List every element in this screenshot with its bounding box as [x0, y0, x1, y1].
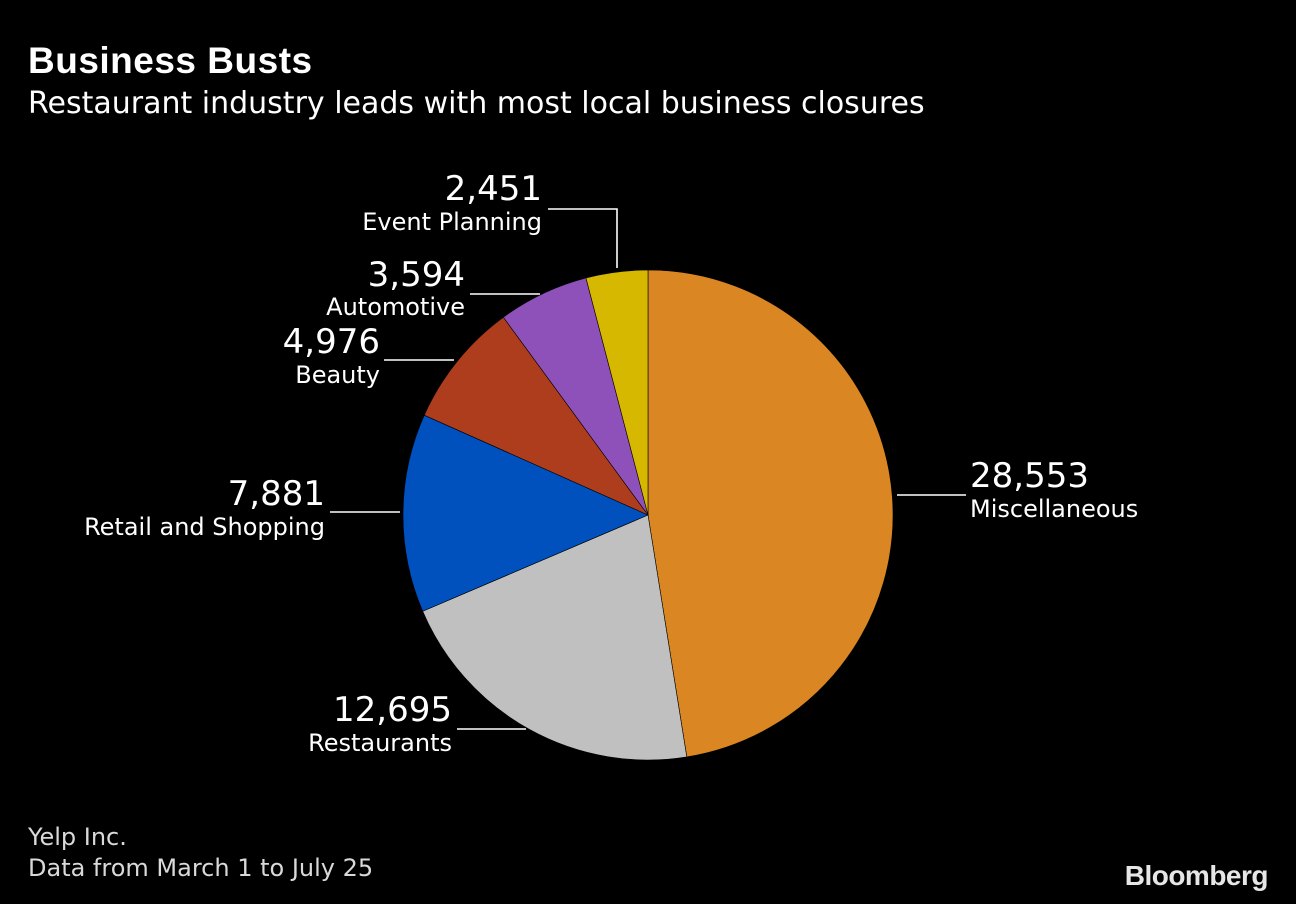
chart-title: Business Busts — [28, 40, 313, 81]
pie-slice-beauty — [423, 316, 649, 516]
source-note: Yelp Inc. Data from March 1 to July 25 — [28, 822, 373, 884]
chart-subtitle: Restaurant industry leads with most loca… — [28, 86, 925, 121]
slice-name-restaurants: Restaurants — [308, 729, 452, 757]
pie-slice-miscellaneous — [647, 269, 894, 758]
leader-lines — [330, 208, 966, 730]
pie-slices — [402, 269, 894, 761]
slice-name-beauty: Beauty — [295, 361, 380, 389]
slice-value-retail-and-shopping: 7,881 — [228, 474, 325, 514]
source-text: Yelp Inc. — [28, 823, 127, 851]
bloomberg-logo: Bloomberg — [1124, 860, 1269, 891]
pie-slice-retail-and-shopping — [402, 414, 649, 612]
slice-name-automotive: Automotive — [326, 293, 465, 321]
slice-value-beauty: 4,976 — [283, 322, 380, 362]
slice-value-miscellaneous: 28,553 — [970, 456, 1089, 496]
slice-value-automotive: 3,594 — [368, 255, 465, 295]
slice-value-event-planning: 2,451 — [445, 169, 542, 209]
leader-line-event-planning — [548, 208, 618, 268]
slice-value-restaurants: 12,695 — [333, 690, 452, 730]
slice-name-event-planning: Event Planning — [362, 208, 542, 236]
pie-slice-event-planning — [585, 269, 649, 516]
slice-name-miscellaneous: Miscellaneous — [970, 495, 1138, 523]
slice-name-retail-and-shopping: Retail and Shopping — [84, 513, 325, 541]
pie-slice-restaurants — [422, 514, 688, 761]
date-range-note: Data from March 1 to July 25 — [28, 854, 374, 882]
